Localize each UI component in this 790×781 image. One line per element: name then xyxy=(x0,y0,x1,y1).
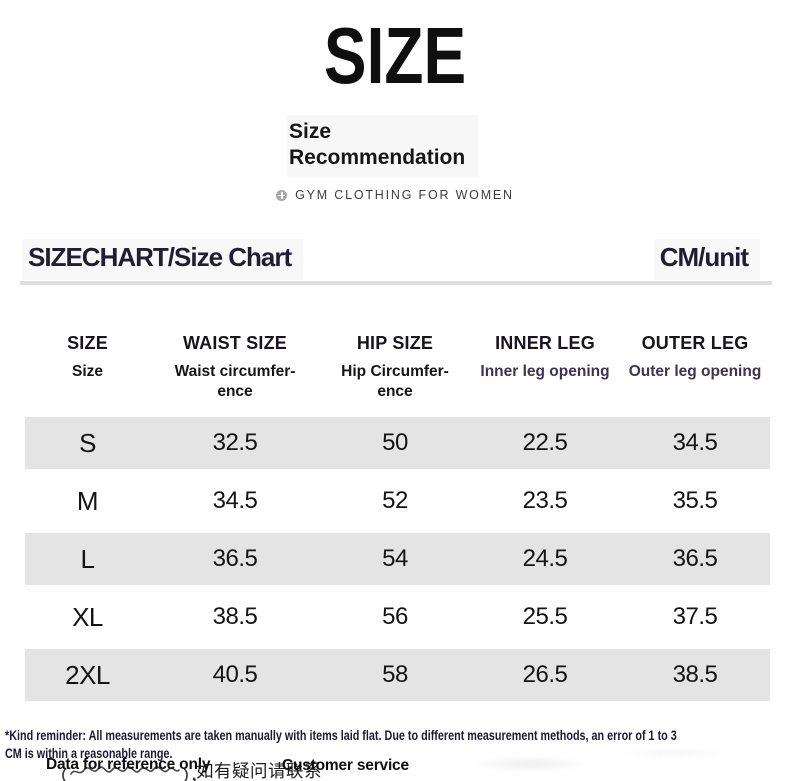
waist-cell: 36.5 xyxy=(212,545,258,572)
column-sublabel: Waist circumfer- ence xyxy=(174,363,296,400)
header-divider xyxy=(20,281,772,285)
column-label: WAIST SIZE xyxy=(182,333,287,353)
size-table: SIZE Size WAIST SIZE Waist circumfer- en… xyxy=(25,333,770,701)
table-header-row: SIZE Size WAIST SIZE Waist circumfer- en… xyxy=(25,333,770,417)
tagline: GYM CLOTHING FOR WOMEN xyxy=(0,188,790,202)
column-header-waist: WAIST SIZE Waist circumfer- ence xyxy=(150,333,320,402)
hip-cell: 56 xyxy=(382,603,408,630)
column-sublabel: Hip Circumfer- ence xyxy=(341,363,449,400)
hip-cell: 52 xyxy=(382,487,408,514)
waist-cell: 34.5 xyxy=(212,487,258,514)
hip-cell: 54 xyxy=(382,545,408,572)
column-sublabel: Size xyxy=(71,363,103,380)
page-title: SIZE xyxy=(323,11,467,100)
waist-cell: 40.5 xyxy=(212,661,258,688)
paren-close: ）， xyxy=(183,768,206,781)
table-row-2xl: 2XL 40.5 58 26.5 38.5 xyxy=(25,649,770,701)
hip-cell: 50 xyxy=(382,429,408,456)
column-sublabel: Outer leg opening xyxy=(628,363,762,380)
column-label: HIP SIZE xyxy=(356,333,434,353)
inner-leg-cell: 25.5 xyxy=(522,603,568,630)
chart-header: SIZECHART/Size Chart CM/unit xyxy=(22,239,760,280)
outer-leg-cell: 34.5 xyxy=(672,429,718,456)
waist-cell: 32.5 xyxy=(212,429,258,456)
size-cell: M xyxy=(76,485,99,516)
column-label: OUTER LEG xyxy=(641,333,749,353)
plus-circle-icon xyxy=(276,189,288,201)
size-recommendation-label: Size Recommendation xyxy=(287,115,478,178)
column-header-size: SIZE Size xyxy=(25,333,150,382)
size-cell: S xyxy=(79,427,96,458)
table-row-xl: XL 38.5 56 25.5 37.5 xyxy=(25,585,770,649)
customer-service-label: Customer service xyxy=(282,757,409,774)
scribble-icon xyxy=(70,766,180,775)
outer-leg-cell: 37.5 xyxy=(672,603,718,630)
table-row-s: S 32.5 50 22.5 34.5 xyxy=(25,417,770,469)
handwriting-scribble: （ ）， xyxy=(52,765,206,781)
table-row-l: L 36.5 54 24.5 36.5 xyxy=(25,533,770,585)
bottom-strip: （ ）， 如有疑问请联系 Data for reference only Cus… xyxy=(0,755,790,781)
outer-leg-cell: 36.5 xyxy=(672,545,718,572)
table-row-m: M 34.5 52 23.5 35.5 xyxy=(25,469,770,533)
column-label: INNER LEG xyxy=(495,333,595,353)
outer-leg-cell: 38.5 xyxy=(672,661,718,688)
column-header-inner-leg: INNER LEG Inner leg opening xyxy=(470,333,620,382)
unit-label: CM/unit xyxy=(653,239,760,280)
kind-reminder-note: *Kind reminder: All measurements are tak… xyxy=(5,728,677,761)
outer-leg-cell: 35.5 xyxy=(672,487,718,514)
column-header-outer-leg: OUTER LEG Outer leg opening xyxy=(620,333,770,382)
chart-title: SIZECHART/Size Chart xyxy=(22,239,304,280)
inner-leg-cell: 24.5 xyxy=(522,545,568,572)
reference-only-label: Data for reference only xyxy=(46,756,211,773)
size-cell: 2XL xyxy=(65,659,110,690)
waist-cell: 38.5 xyxy=(212,603,258,630)
inner-leg-cell: 26.5 xyxy=(522,661,568,688)
hip-cell: 58 xyxy=(382,661,408,688)
inner-leg-cell: 22.5 xyxy=(522,429,568,456)
column-label: SIZE xyxy=(67,333,108,353)
column-header-hip: HIP SIZE Hip Circumfer- ence xyxy=(320,333,470,402)
paren-open: （ xyxy=(52,768,68,781)
column-sublabel: Inner leg opening xyxy=(480,363,610,380)
tagline-text: GYM CLOTHING FOR WOMEN xyxy=(295,188,514,202)
contact-text-cn: 如有疑问请联系 xyxy=(196,761,322,781)
size-cell: L xyxy=(80,543,95,574)
size-cell: XL xyxy=(72,601,103,632)
inner-leg-cell: 23.5 xyxy=(522,487,568,514)
